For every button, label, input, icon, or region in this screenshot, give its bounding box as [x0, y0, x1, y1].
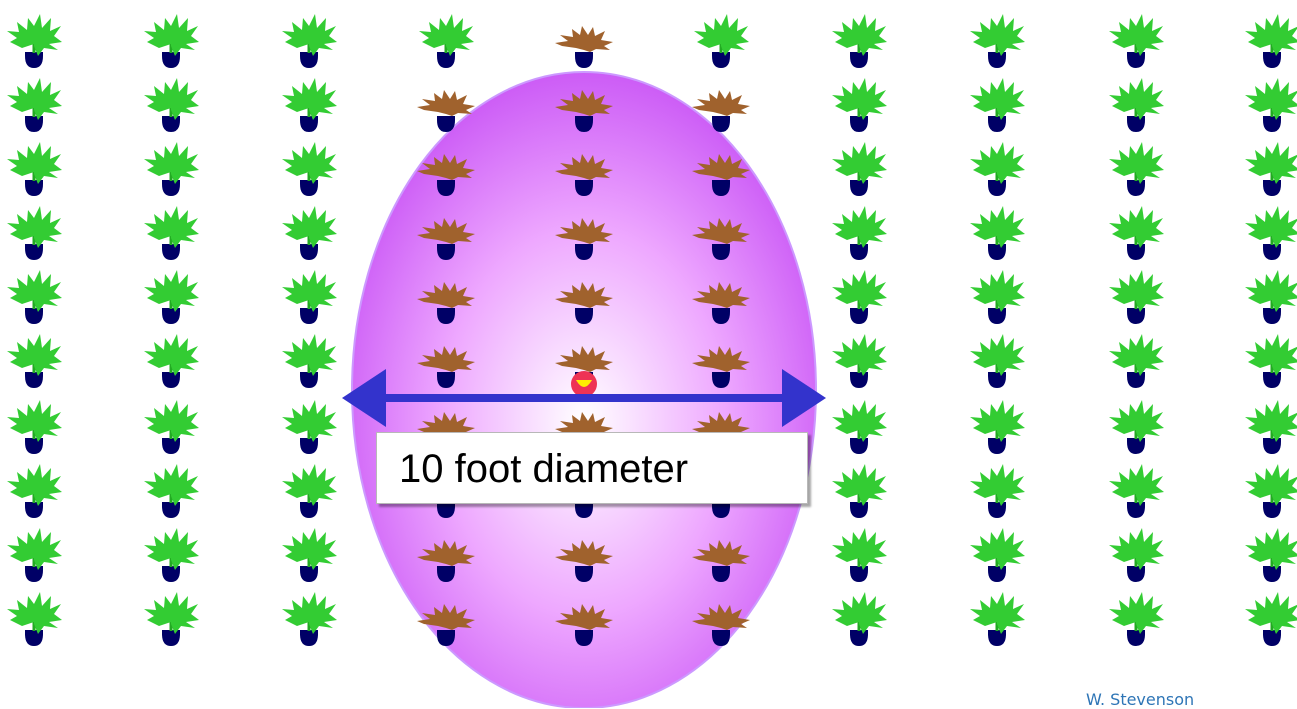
healthy-plant-icon — [280, 204, 339, 262]
healthy-plant-icon — [1243, 332, 1297, 390]
healthy-plant-icon — [142, 140, 201, 198]
healthy-plant-icon — [830, 12, 889, 70]
healthy-plant-icon — [968, 204, 1027, 262]
healthy-plant-icon — [1107, 140, 1166, 198]
healthy-plant-icon — [5, 12, 64, 70]
healthy-plant-icon — [5, 332, 64, 390]
healthy-plant-icon — [830, 590, 889, 648]
healthy-plant-icon — [830, 526, 889, 584]
healthy-plant-icon — [968, 398, 1027, 456]
healthy-plant-icon — [142, 332, 201, 390]
healthy-plant-icon — [830, 268, 889, 326]
healthy-plant-icon — [830, 462, 889, 520]
healthy-plant-icon — [968, 332, 1027, 390]
healthy-plant-icon — [968, 526, 1027, 584]
healthy-plant-icon — [1107, 526, 1166, 584]
healthy-plant-icon — [142, 526, 201, 584]
diameter-label: 10 foot diameter — [376, 432, 808, 504]
healthy-plant-icon — [142, 590, 201, 648]
healthy-plant-icon — [142, 12, 201, 70]
healthy-plant-icon — [280, 12, 339, 70]
healthy-plant-icon — [280, 462, 339, 520]
healthy-plant-icon — [968, 12, 1027, 70]
healthy-plant-icon — [1243, 12, 1297, 70]
healthy-plant-icon — [1243, 140, 1297, 198]
healthy-plant-icon — [968, 462, 1027, 520]
healthy-plant-icon — [968, 590, 1027, 648]
healthy-plant-icon — [1243, 462, 1297, 520]
healthy-plant-icon — [1243, 268, 1297, 326]
healthy-plant-icon — [1243, 398, 1297, 456]
healthy-plant-icon — [280, 76, 339, 134]
healthy-plant-icon — [830, 76, 889, 134]
healthy-plant-icon — [1243, 526, 1297, 584]
healthy-plant-icon — [1107, 268, 1166, 326]
healthy-plant-icon — [142, 268, 201, 326]
healthy-plant-icon — [968, 140, 1027, 198]
healthy-plant-icon — [5, 590, 64, 648]
healthy-plant-icon — [142, 76, 201, 134]
healthy-plant-icon — [280, 526, 339, 584]
infected-plant-icon — [555, 26, 613, 68]
healthy-plant-icon — [280, 398, 339, 456]
healthy-plant-icon — [417, 12, 476, 70]
healthy-plant-icon — [5, 526, 64, 584]
healthy-plant-icon — [1243, 76, 1297, 134]
credit-text: W. Stevenson — [1086, 690, 1195, 709]
healthy-plant-icon — [280, 332, 339, 390]
healthy-plant-icon — [1107, 332, 1166, 390]
healthy-plant-icon — [280, 590, 339, 648]
healthy-plant-icon — [5, 462, 64, 520]
healthy-plant-icon — [830, 204, 889, 262]
healthy-plant-icon — [1243, 204, 1297, 262]
healthy-plant-icon — [830, 332, 889, 390]
healthy-plant-icon — [1107, 398, 1166, 456]
healthy-plant-icon — [5, 76, 64, 134]
healthy-plant-icon — [968, 268, 1027, 326]
double-arrow-icon — [342, 369, 826, 427]
healthy-plant-icon — [5, 398, 64, 456]
infection-source-icon — [571, 371, 597, 397]
healthy-plant-icon — [1107, 12, 1166, 70]
healthy-plant-icon — [142, 462, 201, 520]
healthy-plant-icon — [142, 204, 201, 262]
healthy-plant-icon — [5, 140, 64, 198]
healthy-plant-icon — [692, 12, 751, 70]
healthy-plant-icon — [1107, 76, 1166, 134]
healthy-plant-icon — [5, 204, 64, 262]
healthy-plant-icon — [1107, 204, 1166, 262]
healthy-plant-icon — [830, 140, 889, 198]
healthy-plant-icon — [5, 268, 64, 326]
healthy-plant-icon — [1107, 590, 1166, 648]
healthy-plant-icon — [830, 398, 889, 456]
healthy-plant-icon — [142, 398, 201, 456]
healthy-plant-icon — [280, 268, 339, 326]
healthy-plant-icon — [280, 140, 339, 198]
healthy-plant-icon — [1107, 462, 1166, 520]
healthy-plant-icon — [968, 76, 1027, 134]
healthy-plant-icon — [1243, 590, 1297, 648]
